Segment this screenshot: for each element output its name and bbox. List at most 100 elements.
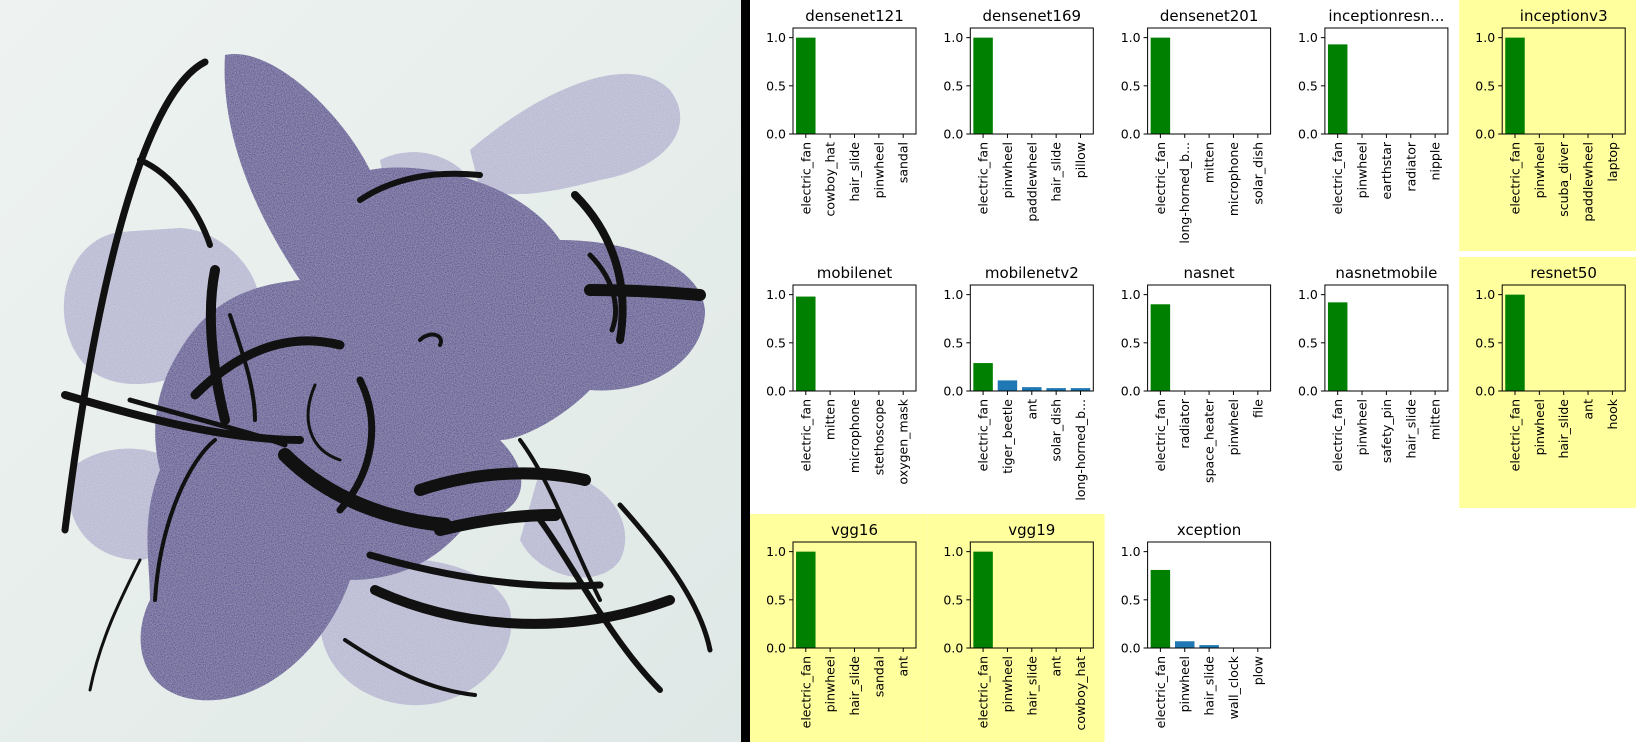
y-tick-label: 0.0 [1475, 384, 1495, 399]
y-tick-label: 0.0 [766, 384, 786, 399]
x-tick-label: electric_fan [1330, 399, 1345, 471]
subplot-inceptionv3: inceptionv3 electric_fan pinwheel scuba_div… [1459, 0, 1636, 251]
subplot-mobilenet: mobilenet electric_fan mitten microphone ste… [766, 264, 917, 484]
subplot-title: nasnet [1184, 264, 1235, 282]
x-tick-label: paddlewheel [1024, 142, 1039, 222]
y-tick-label: 0.0 [766, 641, 786, 656]
x-tick-label: mitten [1202, 142, 1217, 183]
bar [796, 296, 816, 391]
x-tick-label: sandal [896, 142, 911, 183]
y-tick-label: 0.5 [766, 592, 786, 607]
subplot-resnet50: resnet50 electric_fan pinwheel hair_slide an… [1459, 257, 1636, 508]
x-tick-label: electric_fan [798, 142, 813, 214]
dark-blob [140, 53, 705, 701]
x-tick-label: mitten [823, 399, 838, 440]
y-tick-label: 1.0 [766, 287, 786, 302]
x-tick-label: pinwheel [1000, 142, 1015, 198]
subplot-title: densenet121 [805, 7, 904, 25]
x-tick-label: electric_fan [1507, 142, 1522, 214]
y-tick-label: 0.5 [766, 78, 786, 93]
x-tick-label: ant [1024, 399, 1039, 420]
x-tick-label: long-horned_b... [1177, 142, 1192, 244]
y-tick-label: 0.0 [1298, 127, 1318, 142]
subplot-title: vgg16 [831, 521, 878, 539]
y-tick-label: 1.0 [766, 30, 786, 45]
x-tick-label: radiator [1403, 141, 1418, 191]
x-tick-label: hair_slide [847, 142, 862, 202]
x-tick-label: hair_slide [847, 656, 862, 716]
x-tick-label: ant [1049, 656, 1064, 677]
x-tick-label: hair_slide [1556, 399, 1571, 459]
x-tick-label: hair_slide [1024, 656, 1039, 716]
axes-frame [1147, 284, 1272, 392]
x-tick-label: hair_slide [1049, 142, 1064, 202]
axes-frame [1324, 27, 1449, 135]
bar [1175, 641, 1195, 648]
model-predictions-chart-grid: densenet121 electric_fan cowboy_hat hair_sl… [750, 0, 1636, 742]
highlight-background [750, 514, 928, 742]
subplot-nasnetmobile: nasnetmobile electric_fan pinwheel safety_p… [1298, 264, 1449, 471]
x-tick-label: electric_fan [976, 656, 991, 728]
subplot-densenet201: densenet201 electric_fan long-horned_b... m… [1121, 7, 1272, 244]
y-tick-label: 0.0 [1121, 641, 1141, 656]
y-tick-label: 0.5 [943, 78, 963, 93]
x-tick-label: ant [896, 656, 911, 677]
x-tick-label: earthstar [1379, 141, 1394, 199]
axes-frame [792, 284, 917, 392]
x-tick-label: space_heater [1202, 398, 1217, 483]
x-tick-label: electric_fan [1330, 142, 1345, 214]
subplot-xception: xception electric_fan pinwheel hair_slide wa… [1121, 521, 1272, 728]
subplot-title: resnet50 [1530, 264, 1597, 282]
bar [1046, 388, 1066, 391]
x-tick-label: file [1250, 399, 1265, 418]
axes-frame [1324, 284, 1449, 392]
x-tick-label: pillow [1073, 142, 1088, 178]
subplot-title: inceptionv3 [1520, 7, 1608, 25]
x-tick-label: safety_pin [1379, 399, 1394, 463]
x-tick-label: sandal [871, 656, 886, 697]
highlight-background [1459, 0, 1636, 251]
x-tick-label: pinwheel [1000, 656, 1015, 712]
subplot-vgg19: vgg19 electric_fan pinwheel hair_slide ant co… [927, 514, 1105, 742]
y-tick-label: 0.0 [1475, 127, 1495, 142]
subplot-vgg16: vgg16 electric_fan pinwheel hair_slide sanda… [750, 514, 928, 742]
x-tick-label: pinwheel [823, 656, 838, 712]
y-tick-label: 0.0 [766, 127, 786, 142]
y-tick-label: 0.0 [1298, 384, 1318, 399]
bar [1327, 44, 1348, 134]
y-tick-label: 1.0 [1475, 30, 1495, 45]
axes-frame [1501, 27, 1626, 135]
x-tick-label: electric_fan [798, 656, 813, 728]
bar [1199, 645, 1219, 648]
subplot-title: densenet201 [1160, 7, 1259, 25]
bar [973, 37, 993, 134]
x-tick-label: electric_fan [798, 399, 813, 471]
x-tick-label: electric_fan [1153, 142, 1168, 214]
y-tick-label: 1.0 [943, 30, 963, 45]
y-tick-label: 0.0 [943, 384, 963, 399]
bar [1150, 569, 1171, 648]
x-tick-label: hair_slide [1202, 656, 1217, 716]
x-tick-label: plow [1250, 656, 1265, 685]
axes-frame [969, 27, 1094, 135]
x-tick-label: solar_dish [1250, 142, 1265, 205]
y-tick-label: 1.0 [1121, 544, 1141, 559]
x-tick-label: cowboy_hat [1073, 656, 1088, 731]
y-tick-label: 0.5 [1475, 78, 1495, 93]
ink-strokes [61, 58, 713, 697]
y-tick-label: 0.5 [943, 592, 963, 607]
y-tick-label: 0.0 [943, 127, 963, 142]
x-tick-label: laptop [1605, 142, 1620, 182]
x-tick-label: hook [1605, 398, 1620, 429]
bar [1150, 304, 1171, 391]
x-tick-label: long-horned_b... [1073, 399, 1088, 501]
y-tick-label: 0.0 [1121, 127, 1141, 142]
y-tick-label: 0.0 [943, 641, 963, 656]
panel-divider [741, 0, 750, 742]
x-tick-label: ant [1581, 399, 1596, 420]
axes-frame [969, 541, 1094, 649]
y-tick-label: 1.0 [766, 544, 786, 559]
subplot-title: xception [1177, 521, 1241, 539]
x-tick-label: tiger_beetle [1000, 399, 1015, 474]
x-tick-label: electric_fan [1153, 399, 1168, 471]
